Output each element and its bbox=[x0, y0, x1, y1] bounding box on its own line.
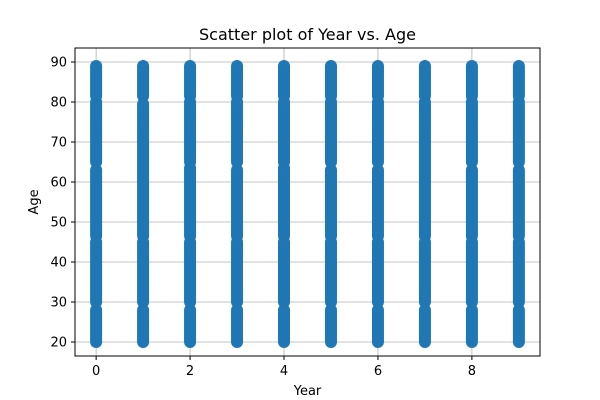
y-tick-label: 50 bbox=[50, 216, 67, 231]
y-tick-label: 70 bbox=[50, 136, 67, 151]
x-tick-label: 4 bbox=[280, 364, 288, 379]
plot-frame bbox=[74, 47, 541, 357]
scatter-point bbox=[371, 60, 384, 72]
x-axis-label: Year bbox=[293, 384, 322, 399]
x-tick-label: 2 bbox=[186, 364, 194, 379]
axis-ticks: 0 2 4 6 8 20 30 40 50 60 70 80 90 bbox=[50, 56, 476, 380]
scatter-point bbox=[278, 60, 291, 72]
scatter-point bbox=[231, 60, 244, 72]
y-axis-label: Age bbox=[27, 189, 42, 214]
scatter-point bbox=[418, 60, 431, 72]
x-tick-label: 6 bbox=[374, 364, 382, 379]
scatter-point bbox=[324, 60, 337, 72]
scatter-point bbox=[184, 60, 197, 72]
y-tick-label: 80 bbox=[50, 96, 67, 111]
scatter-points bbox=[90, 60, 525, 348]
scatter-point bbox=[90, 60, 103, 72]
y-tick-label: 90 bbox=[50, 56, 67, 71]
y-tick-label: 30 bbox=[50, 296, 67, 311]
scatter-point bbox=[512, 60, 525, 72]
scatter-point bbox=[137, 60, 150, 72]
y-tick-label: 60 bbox=[50, 176, 67, 191]
chart-title: Scatter plot of Year vs. Age bbox=[199, 25, 416, 44]
scatter-point bbox=[465, 60, 478, 72]
x-tick-label: 8 bbox=[468, 364, 476, 379]
y-tick-label: 20 bbox=[50, 336, 67, 351]
y-tick-label: 40 bbox=[50, 256, 67, 271]
x-tick-label: 0 bbox=[92, 364, 100, 379]
